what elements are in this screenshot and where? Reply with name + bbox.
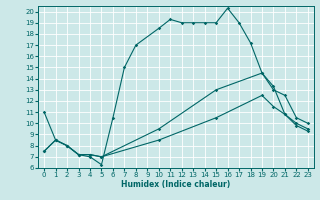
X-axis label: Humidex (Indice chaleur): Humidex (Indice chaleur) <box>121 180 231 189</box>
